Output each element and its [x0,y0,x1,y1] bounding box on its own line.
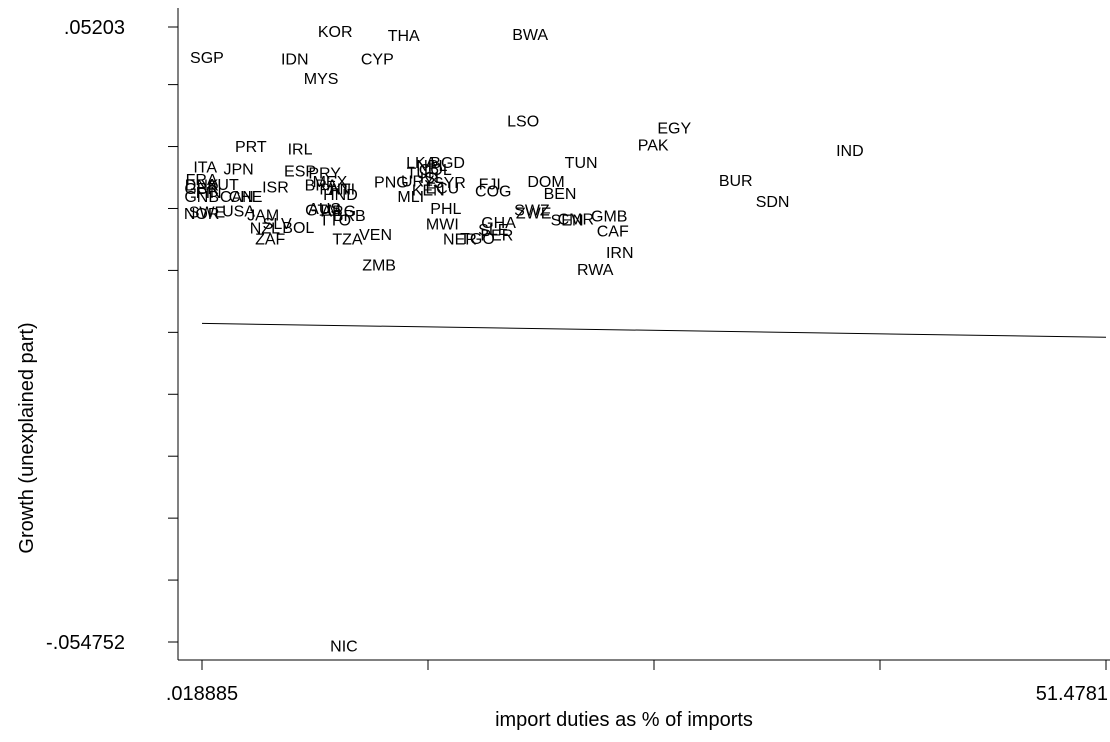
point-rwa: RWA [577,262,614,279]
point-brb: BRB [333,208,366,225]
point-can: CAN [220,189,254,206]
point-idn: IDN [281,51,309,68]
point-npl: NPL [416,158,447,175]
point-egy: EGY [657,120,691,137]
point-bur: BUR [719,173,753,190]
point-hti: HTI [329,181,355,198]
point-isr: ISR [262,180,289,197]
x-tick-label: .018885 [166,683,238,705]
point-mys: MYS [304,71,339,88]
point-zmb: ZMB [362,257,396,274]
point-ury: URY [401,173,435,190]
point-aus: AUS [308,201,341,218]
point-swz: SWZ [514,203,550,220]
point-caf: CAF [597,223,629,240]
point-cyp: CYP [361,51,394,68]
point-sle: SLE [478,222,508,239]
point-sgp: SGP [190,50,224,67]
point-zaf: ZAF [255,232,285,249]
point-gbr: GBR [184,181,219,198]
point-nic: NIC [330,639,358,656]
point-pan: PAN [319,181,351,198]
axes: -.054752 .05203 .018885 51.4781 [46,8,1110,705]
point-fra: FRA [186,172,218,189]
point-tun: TUN [565,155,598,172]
point-irn: IRN [606,245,634,262]
point-dnk: DNK [185,177,219,194]
point-gha: GHA [481,215,516,232]
point-col: COL [419,162,452,179]
point-tza: TZA [332,232,363,249]
point-tha: THA [388,28,420,45]
point-ecu: ECU [425,180,459,197]
point-syr: SYR [433,175,466,192]
point-tur: TUR [407,165,440,182]
point-che: CHE [229,189,263,206]
y-axis-title: Growth (unexplained part) [16,322,38,553]
y-ticks: -.054752 .05203 [46,17,178,654]
point-esp: ESP [284,164,316,181]
point-ita: ITA [193,160,217,177]
point-pak: PAK [638,138,669,155]
x-axis-title: import duties as % of imports [495,709,753,731]
point-cog: COG [475,184,511,201]
point-slv: SLV [263,216,292,233]
point-mli: MLI [397,189,424,206]
fit-line [201,322,1107,338]
point-png: PNG [374,175,409,192]
point-lka: LKA [406,155,437,172]
point-ken: KEN [412,183,445,200]
point-mex: MEX [313,174,348,191]
point-hnd: HND [323,187,358,204]
point-irl: IRL [288,142,313,159]
point-sen: SEN [551,213,584,230]
point-gmb: GMB [591,209,627,226]
y-tick-label: -.054752 [46,632,125,654]
point-mwi: MWI [426,217,459,234]
point-aut: AUT [207,177,239,194]
point-swe: SWE [189,204,225,221]
point-cmr: CMR [558,211,594,228]
point-bra: BRA [305,177,338,194]
point-bol: BOL [282,220,314,237]
point-prt: PRT [235,139,267,156]
point-ner: NER [443,232,477,249]
point-gtm: GTM [305,203,341,220]
point-arg: ARG [321,203,356,220]
point-fji: FJI [479,176,501,193]
point-tto: TTO [319,213,351,230]
point-jam: JAM [247,207,279,224]
point-lso: LSO [507,113,539,130]
point-ven: VEN [359,227,392,244]
x-ticks: .018885 51.4781 [166,660,1108,705]
point-bgd: BGD [430,155,465,172]
point-nor: NOR [184,206,220,223]
point-gnb: GNB [184,189,219,206]
point-pry: PRY [308,165,341,182]
point-isl: ISL [420,170,444,187]
point-per: PER [480,228,513,245]
x-tick-label: 51.4781 [1036,683,1108,705]
point-jpn: JPN [223,161,253,178]
point-phl: PHL [430,201,461,218]
y-tick-label: .05203 [64,17,125,39]
point-ben: BEN [544,186,577,203]
point-bwa: BWA [512,27,548,44]
point-tgo: TGO [460,231,495,248]
point-sdn: SDN [756,194,790,211]
point-nzl: NZL [250,221,280,238]
point-usa: USA [222,203,255,220]
point-ind: IND [836,143,864,160]
point-kor: KOR [318,24,353,41]
point-dom: DOM [527,174,564,191]
point-zwe: ZWE [516,206,552,223]
point-fin: FIN [196,185,222,202]
